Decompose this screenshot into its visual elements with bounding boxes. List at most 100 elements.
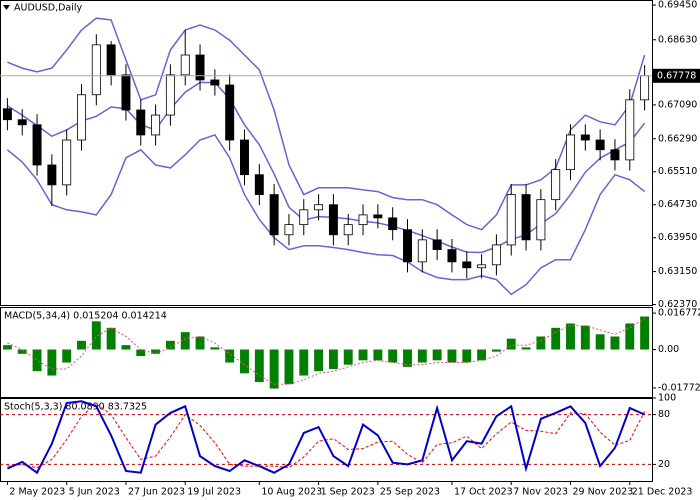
candle-body bbox=[299, 209, 309, 226]
candle-body bbox=[269, 194, 279, 236]
macd-bar bbox=[358, 349, 368, 361]
panel-frame bbox=[0, 0, 653, 306]
candle-body bbox=[284, 224, 294, 236]
y-tick-label: 0.62370 bbox=[658, 299, 697, 310]
y-tick-label: -0.01772 bbox=[658, 382, 700, 393]
y-tick-label: 0.65510 bbox=[658, 166, 697, 177]
candle-body bbox=[91, 44, 101, 96]
candle-body bbox=[314, 204, 324, 211]
macd-bar bbox=[566, 323, 575, 350]
candle-body bbox=[625, 99, 635, 161]
candle-body bbox=[240, 139, 249, 176]
macd-bar bbox=[106, 327, 116, 350]
y-tick-label: 0.68630 bbox=[658, 34, 697, 45]
bollinger-upper bbox=[7, 17, 646, 231]
macd-bar bbox=[610, 336, 620, 350]
macd-bar bbox=[225, 349, 235, 363]
macd-bar bbox=[136, 349, 146, 357]
x-tick-label: 1 Sep 2023 bbox=[321, 487, 375, 498]
macd-bar bbox=[17, 349, 27, 354]
macd-bar bbox=[165, 340, 175, 350]
x-tick-label: 2 May 2023 bbox=[9, 487, 65, 498]
candle-body bbox=[2, 108, 12, 121]
macd-bar bbox=[195, 336, 205, 350]
macd-bar bbox=[403, 349, 412, 367]
last-price-label: 0.67778 bbox=[657, 70, 696, 81]
candle-body bbox=[47, 164, 57, 186]
macd-bar bbox=[284, 349, 294, 385]
menu-triangle[interactable] bbox=[3, 5, 10, 10]
candle-body bbox=[551, 169, 561, 201]
candle-body bbox=[180, 54, 190, 76]
y-tick-label: 0.63950 bbox=[658, 232, 697, 243]
last-price-box bbox=[653, 68, 700, 83]
x-tick-label: 19 Jul 2023 bbox=[187, 487, 241, 498]
y-tick-label: 0.69450 bbox=[658, 0, 697, 11]
candle-body bbox=[121, 74, 131, 111]
stoch-title: Stoch(5,3,3) 80.0890 83.7325 bbox=[4, 402, 147, 413]
macd-bar bbox=[2, 345, 12, 350]
macd-bar bbox=[432, 349, 442, 361]
panel-frame bbox=[0, 307, 653, 398]
candle-body bbox=[151, 114, 161, 136]
candle-body bbox=[136, 109, 146, 136]
candle-body bbox=[566, 134, 575, 171]
macd-bar bbox=[62, 349, 72, 363]
candle-body bbox=[491, 244, 501, 266]
macd-bar bbox=[595, 334, 605, 350]
macd-bar bbox=[640, 316, 650, 350]
macd-bar bbox=[373, 349, 383, 361]
macd-bar bbox=[32, 349, 42, 372]
macd-bar bbox=[521, 347, 531, 350]
x-tick-label: 10 Aug 2023 bbox=[261, 487, 322, 498]
macd-bar bbox=[388, 349, 398, 363]
candle-body bbox=[77, 94, 86, 141]
y-tick-label: 0.63150 bbox=[658, 266, 697, 277]
macd-bar bbox=[180, 332, 190, 350]
macd-bar bbox=[551, 327, 561, 350]
y-tick-label: 0.64730 bbox=[658, 199, 697, 210]
candle-body bbox=[447, 249, 457, 263]
macd-bar bbox=[580, 325, 590, 350]
candle-body bbox=[62, 139, 72, 186]
macd-bar bbox=[328, 349, 338, 370]
candle-body bbox=[521, 194, 531, 241]
macd-bar bbox=[240, 349, 249, 374]
candle-body bbox=[165, 74, 175, 116]
candle-body bbox=[343, 224, 353, 236]
macd-bar bbox=[447, 349, 457, 363]
x-tick-label: 29 Nov 2023 bbox=[573, 487, 634, 498]
x-tick-label: 17 Oct 2023 bbox=[454, 487, 513, 498]
candle-body bbox=[17, 119, 27, 126]
candle-body bbox=[536, 199, 546, 241]
macd-bar bbox=[491, 349, 501, 352]
macd-bar bbox=[299, 349, 309, 376]
candle-body bbox=[106, 44, 116, 76]
macd-bar bbox=[121, 345, 131, 350]
macd-bar bbox=[625, 323, 635, 350]
chart-title: AUDUSD,Daily bbox=[14, 3, 83, 14]
panel-frame bbox=[0, 398, 653, 482]
macd-bar bbox=[343, 349, 353, 365]
x-tick-label: 5 Jun 2023 bbox=[69, 487, 120, 498]
candle-body bbox=[417, 239, 427, 263]
x-tick-label: 27 Jun 2023 bbox=[128, 487, 185, 498]
candle-body bbox=[32, 124, 42, 166]
candle-body bbox=[388, 217, 398, 231]
candle-body bbox=[328, 204, 338, 236]
bollinger-lower bbox=[6, 134, 646, 296]
candle-body bbox=[477, 264, 487, 269]
candle-body bbox=[403, 229, 412, 263]
macd-bar bbox=[269, 349, 279, 389]
x-tick-label: 21 Dec 2023 bbox=[632, 487, 693, 498]
y-tick-label: 80 bbox=[658, 409, 670, 420]
macd-bar bbox=[417, 349, 427, 363]
candle-body bbox=[358, 214, 368, 226]
candle-body bbox=[210, 79, 220, 86]
candle-body bbox=[254, 174, 264, 195]
y-tick-label: 100 bbox=[658, 393, 676, 404]
y-tick-label: 0.66290 bbox=[658, 133, 697, 144]
x-tick-label: 25 Sep 2023 bbox=[380, 487, 440, 498]
macd-bar bbox=[314, 349, 324, 372]
